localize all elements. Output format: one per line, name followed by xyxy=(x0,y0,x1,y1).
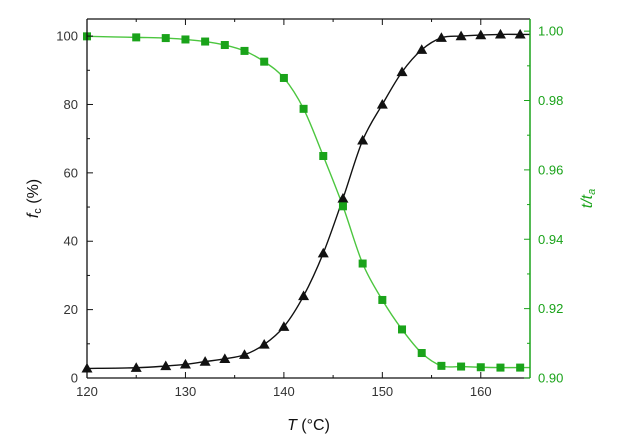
fit-curves xyxy=(86,33,530,370)
x-axis-title-main: T xyxy=(287,417,298,434)
fc-marker-triangle xyxy=(298,290,310,301)
fc-marker-triangle xyxy=(219,353,231,363)
fc-marker-triangle xyxy=(357,134,369,145)
y-right-axis-title-sub: a xyxy=(586,189,598,195)
tta-marker-square xyxy=(358,259,367,268)
tta-marker-square xyxy=(181,35,190,44)
tta-marker-square xyxy=(516,363,525,372)
tta-marker-square xyxy=(496,363,505,372)
y-right-tick-label: 1.00 xyxy=(538,24,563,39)
x-tick-label: 140 xyxy=(273,384,295,399)
x-tick-label: 120 xyxy=(76,384,98,399)
axes: 120 130 140 150 160 0 20 40 60 80 100 0.90 0.92 0.94 0… xyxy=(56,18,563,399)
tta-marker-square xyxy=(319,152,328,161)
data-markers xyxy=(81,28,526,373)
fc-marker-triangle xyxy=(416,44,428,54)
tta-marker-square xyxy=(476,363,485,372)
tta-marker-square xyxy=(260,57,269,66)
y-left-axis-title: fc (%) xyxy=(25,179,44,218)
x-tick-label: 160 xyxy=(470,384,492,399)
y-left-tick-label: 80 xyxy=(64,97,78,112)
y-left-tick-label: 60 xyxy=(64,165,78,180)
x-axis-title: T (°C) xyxy=(287,417,330,434)
tta-marker-square xyxy=(378,295,387,304)
tta-marker-square xyxy=(201,37,210,46)
tta-marker-square xyxy=(220,41,229,50)
tta-marker-square xyxy=(161,34,170,43)
tta-marker-square xyxy=(299,104,308,113)
y-left-tick-label: 100 xyxy=(56,29,78,44)
tta-fit-curve xyxy=(86,35,530,369)
tta-marker-square xyxy=(417,349,426,358)
fc-marker-triangle xyxy=(337,193,349,203)
tta-marker-square xyxy=(457,362,466,371)
fc-marker-triangle xyxy=(376,98,388,109)
fc-marker-triangle xyxy=(199,356,211,366)
tta-marker-square xyxy=(132,33,141,42)
y-right-axis-title: t/ta xyxy=(579,189,598,208)
x-tick-label: 150 xyxy=(371,384,393,399)
y-left-tick-label: 20 xyxy=(64,302,78,317)
fc-marker-triangle xyxy=(239,349,251,359)
y-right-tick-label: 0.90 xyxy=(538,371,563,386)
tta-marker-square xyxy=(338,202,347,211)
y-left-axis-title-unit: (%) xyxy=(25,179,42,208)
fc-marker-triangle xyxy=(435,32,447,42)
y-left-axis-title-main: f xyxy=(25,212,42,218)
y-left-tick-label: 0 xyxy=(71,371,78,386)
y-right-tick-label: 0.92 xyxy=(538,301,563,316)
fc-marker-triangle xyxy=(317,247,329,258)
tta-marker-square xyxy=(437,361,446,370)
fc-marker-triangle xyxy=(494,28,506,39)
fc-marker-triangle xyxy=(475,29,487,40)
y-right-axis-title-main: t/t xyxy=(579,194,596,208)
fc-marker-triangle xyxy=(258,338,270,349)
tta-marker-square xyxy=(240,46,249,55)
y-left-tick-label: 40 xyxy=(64,234,78,249)
fc-marker-triangle xyxy=(130,362,142,372)
fc-marker-triangle xyxy=(514,28,526,39)
x-axis-title-unit: (°C) xyxy=(297,417,330,434)
y-left-axis-title-sub: c xyxy=(32,208,44,214)
fc-marker-triangle xyxy=(179,358,191,369)
fc-fit-curve xyxy=(86,33,530,370)
y-right-tick-label: 0.98 xyxy=(538,93,563,108)
fc-marker-triangle xyxy=(160,360,172,371)
y-right-tick-label: 0.96 xyxy=(538,162,563,177)
tta-marker-square xyxy=(279,73,288,82)
fc-marker-triangle xyxy=(278,321,290,331)
fc-marker-triangle xyxy=(396,66,408,77)
tta-marker-square xyxy=(398,325,407,334)
y-right-tick-label: 0.94 xyxy=(538,232,563,247)
fc-marker-triangle xyxy=(455,30,467,41)
x-tick-label: 130 xyxy=(175,384,197,399)
